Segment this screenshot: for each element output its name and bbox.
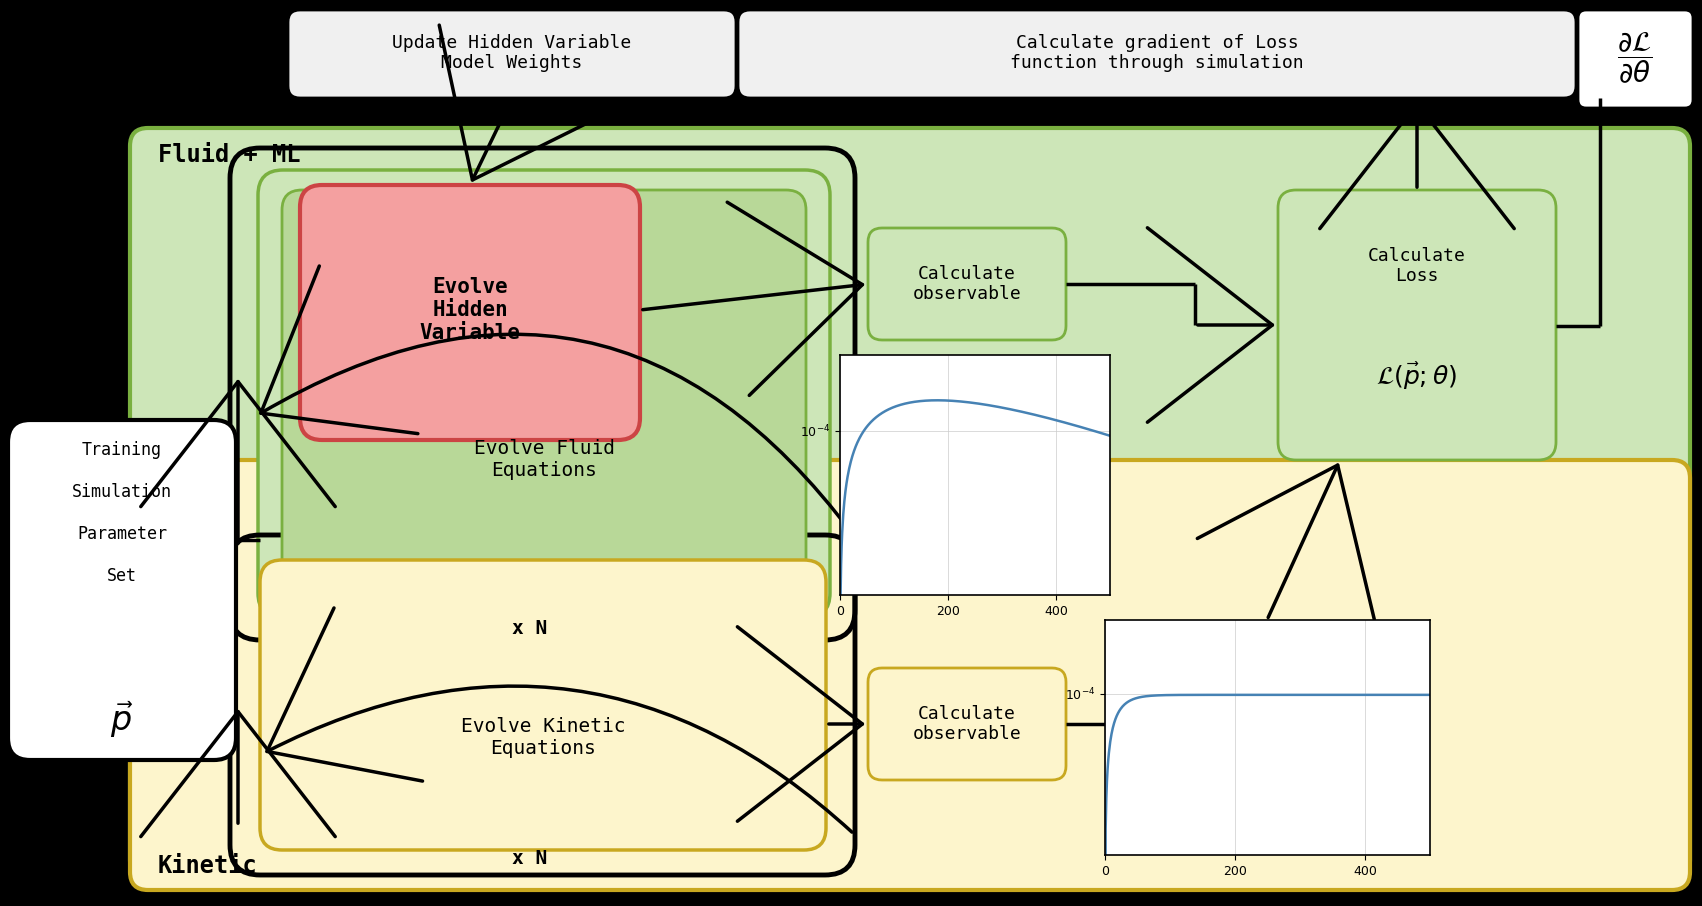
Text: Kinetic: Kinetic xyxy=(158,854,257,878)
FancyBboxPatch shape xyxy=(283,190,807,598)
Text: Evolve
Hidden
Variable: Evolve Hidden Variable xyxy=(419,277,521,343)
FancyBboxPatch shape xyxy=(259,170,831,618)
FancyBboxPatch shape xyxy=(1578,10,1693,108)
Text: x N: x N xyxy=(512,619,548,638)
Text: x N: x N xyxy=(512,849,548,868)
Text: Training: Training xyxy=(82,441,162,459)
FancyBboxPatch shape xyxy=(868,228,1065,340)
FancyBboxPatch shape xyxy=(129,460,1690,890)
FancyBboxPatch shape xyxy=(1278,190,1556,460)
Text: Calculate
Loss: Calculate Loss xyxy=(1368,246,1465,285)
FancyBboxPatch shape xyxy=(739,10,1576,98)
Text: Calculate
observable: Calculate observable xyxy=(912,705,1021,744)
Text: Update Hidden Variable
Model Weights: Update Hidden Variable Model Weights xyxy=(393,34,631,72)
Text: Parameter: Parameter xyxy=(77,525,167,543)
Text: $\vec{p}$: $\vec{p}$ xyxy=(111,699,134,740)
FancyBboxPatch shape xyxy=(300,185,640,440)
Text: Simulation: Simulation xyxy=(71,483,172,501)
Text: Fluid + ML: Fluid + ML xyxy=(158,143,301,167)
FancyBboxPatch shape xyxy=(868,668,1065,780)
Text: Set: Set xyxy=(107,567,136,585)
Text: $\mathcal{L}(\vec{p};\theta)$: $\mathcal{L}(\vec{p};\theta)$ xyxy=(1377,361,1457,391)
FancyBboxPatch shape xyxy=(260,560,825,850)
Text: $\dfrac{\partial\mathcal{L}}{\partial\theta}$: $\dfrac{\partial\mathcal{L}}{\partial\th… xyxy=(1617,30,1653,86)
Text: Evolve Fluid
Equations: Evolve Fluid Equations xyxy=(473,439,614,480)
Text: Calculate gradient of Loss
function through simulation: Calculate gradient of Loss function thro… xyxy=(1011,34,1304,72)
FancyBboxPatch shape xyxy=(129,128,1690,878)
Text: Evolve Kinetic
Equations: Evolve Kinetic Equations xyxy=(461,718,625,758)
FancyBboxPatch shape xyxy=(288,10,735,98)
FancyBboxPatch shape xyxy=(9,420,237,760)
Text: Calculate
observable: Calculate observable xyxy=(912,265,1021,304)
